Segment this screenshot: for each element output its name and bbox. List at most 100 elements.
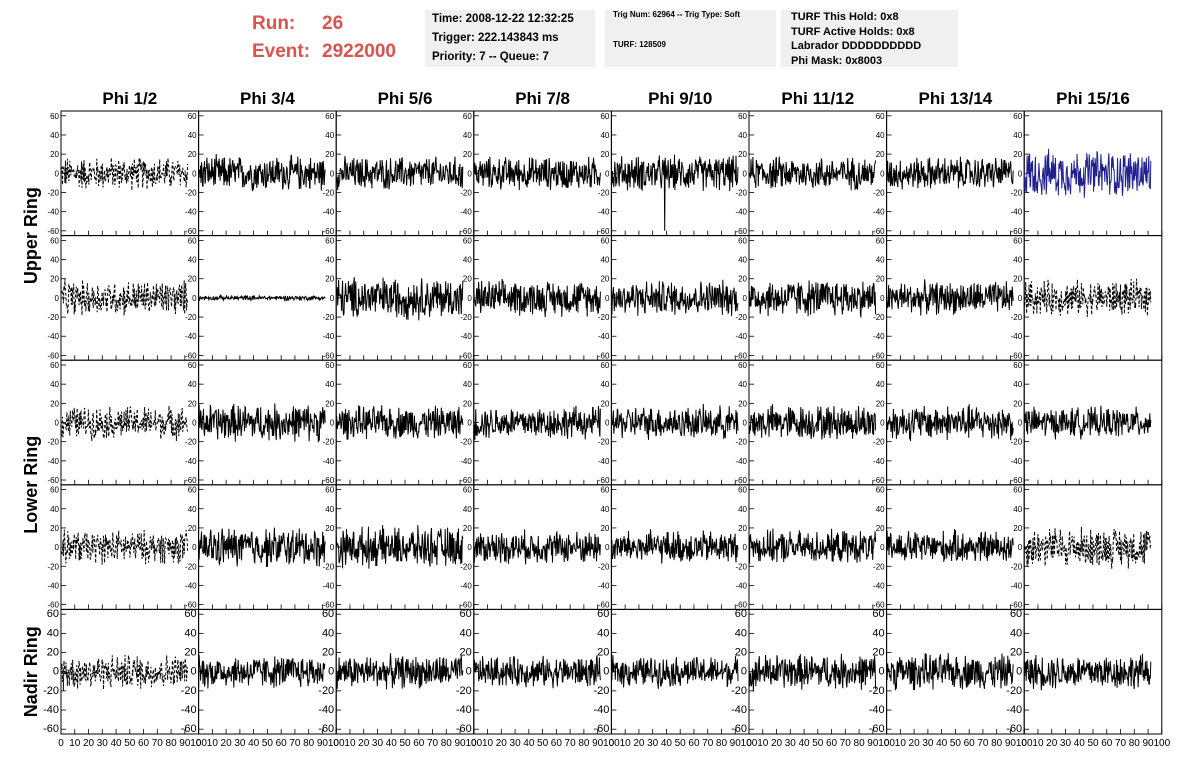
y-tick-label: 60 [738, 112, 747, 121]
y-tick-label: 40 [463, 505, 472, 514]
y-tick-label: -60 [598, 227, 610, 236]
y-tick-label: -40 [873, 581, 885, 590]
waveform-trace [60, 157, 189, 191]
y-tick-label: 20 [876, 399, 885, 408]
waveform-trace [335, 277, 464, 321]
x-tick-label: 40 [661, 738, 673, 749]
waveform-panel: 60 40 20 0 -20 -40 -60 [873, 235, 1025, 361]
y-tick-label: 0 [328, 666, 334, 678]
y-tick-label: -20 [185, 313, 197, 322]
y-tick-label: -20 [873, 188, 885, 197]
row-label: Lower Ring [21, 436, 41, 534]
waveform-trace [60, 278, 189, 316]
y-tick-label: 60 [738, 361, 747, 370]
y-tick-label: 0 [605, 294, 610, 303]
y-tick-label: 0 [467, 543, 472, 552]
y-tick-label: 60 [325, 236, 334, 245]
waveform-panel: 60 40 20 0 -20 -40 -60 [460, 235, 612, 361]
y-tick-label: -20 [598, 188, 610, 197]
y-tick-label: -20 [598, 562, 610, 571]
column-header: Phi 11/12 [781, 89, 854, 108]
x-tick-label: 50 [1087, 738, 1099, 749]
y-tick-label: 0 [1018, 169, 1023, 178]
waveform-trace [198, 293, 326, 303]
y-tick-label: 20 [872, 647, 884, 659]
waveform-panel: 60 40 20 0 -20 -40 -60 [323, 359, 475, 486]
y-tick-label: 0 [743, 169, 748, 178]
trig-num-text: Trig Num: 62964 -- Trig Type: Soft [613, 10, 740, 19]
y-tick-label: -40 [873, 332, 885, 341]
y-tick-label: -60 [598, 351, 610, 360]
waveform-panel: 60 40 20 0 -20 -40 -60 [185, 359, 337, 486]
event-label: Event: [252, 41, 311, 62]
x-tick-label: 20 [83, 738, 95, 749]
y-tick-label: 0 [467, 294, 472, 303]
y-tick-label: 60 [47, 608, 59, 620]
waveform-panel: 60 40 20 0 -20 -40 -60 [318, 608, 475, 735]
x-tick-label: 70 [152, 738, 164, 749]
x-tick-label: 0 [471, 738, 477, 749]
y-tick-label: -60 [47, 351, 59, 360]
waveform-trace [610, 403, 739, 440]
y-tick-label: 20 [325, 399, 334, 408]
x-tick-label: 10 [207, 738, 219, 749]
x-tick-label: 80 [441, 738, 453, 749]
column-header: Phi 1/2 [102, 89, 157, 108]
y-tick-label: -40 [598, 581, 610, 590]
y-tick-label: -20 [318, 685, 334, 697]
x-tick-label: 60 [276, 738, 288, 749]
column-header: Phi 15/16 [1056, 89, 1130, 108]
time-text: Time: 2008-12-22 12:32:25 [432, 13, 574, 25]
y-tick-label: -20 [185, 438, 197, 447]
waveform-panel: 60 40 20 0 -20 -40 -60 [873, 359, 1025, 486]
y-tick-label: 20 [600, 399, 609, 408]
y-tick-label: -60 [47, 601, 59, 610]
y-tick-label: -20 [323, 188, 335, 197]
waveform-trace [748, 280, 877, 318]
y-tick-label: -40 [598, 208, 610, 217]
x-tick-label: 10 [620, 738, 632, 749]
y-tick-label: 0 [330, 543, 335, 552]
x-tick-label: 20 [358, 738, 370, 749]
y-tick-label: -40 [47, 457, 59, 466]
y-tick-label: -40 [598, 457, 610, 466]
waveform-trace [198, 403, 326, 443]
y-tick-label: 20 [876, 150, 885, 159]
y-tick-label: 40 [738, 505, 747, 514]
y-tick-label: -40 [1006, 704, 1022, 716]
waveform-trace [610, 154, 739, 231]
y-tick-label: -40 [1011, 581, 1023, 590]
y-tick-label: -40 [185, 332, 197, 341]
row-label: Upper Ring [21, 187, 41, 284]
waveform-panel: 60 40 20 0 -20 -40 -60 [1011, 235, 1163, 361]
x-tick-label: 60 [826, 738, 838, 749]
y-tick-label: 20 [188, 524, 197, 533]
y-tick-label: 20 [1013, 399, 1022, 408]
y-tick-label: -60 [323, 227, 335, 236]
y-tick-label: 60 [463, 361, 472, 370]
y-tick-label: 60 [463, 112, 472, 121]
x-tick-label: 100 [328, 738, 345, 749]
waveform-panel: 60 40 20 0 -20 -40 -60 [185, 484, 337, 610]
y-tick-label: 40 [735, 627, 747, 639]
y-tick-label: 60 [463, 236, 472, 245]
waveform-panel: 60 40 20 0 -20 -40 -60 [1011, 110, 1163, 237]
y-tick-label: -60 [873, 601, 885, 610]
x-tick-label: 100 [465, 738, 482, 749]
labrador-text: Labrador DDDDDDDDDD [791, 40, 922, 52]
y-tick-label: 20 [50, 275, 59, 284]
y-tick-label: 60 [188, 361, 197, 370]
y-tick-label: 20 [1013, 275, 1022, 284]
y-tick-label: 20 [322, 647, 334, 659]
waveform-trace [886, 404, 1014, 442]
y-tick-label: 40 [738, 131, 747, 140]
waveform-panel: 60 40 20 0 -20 -40 -60 [47, 484, 200, 610]
waveform-panel: 60 40 20 0 -20 -40 -60 [869, 608, 1025, 735]
x-tick-label: 80 [303, 738, 315, 749]
y-tick-label: -40 [460, 208, 472, 217]
x-tick-label: 20 [909, 738, 921, 749]
x-tick-label: 60 [413, 738, 425, 749]
waveform-panel: 60 40 20 0 -20 -40 -60 [460, 484, 612, 610]
waveform-panel: 60 40 20 0 -20 -40 -60 [873, 484, 1025, 610]
